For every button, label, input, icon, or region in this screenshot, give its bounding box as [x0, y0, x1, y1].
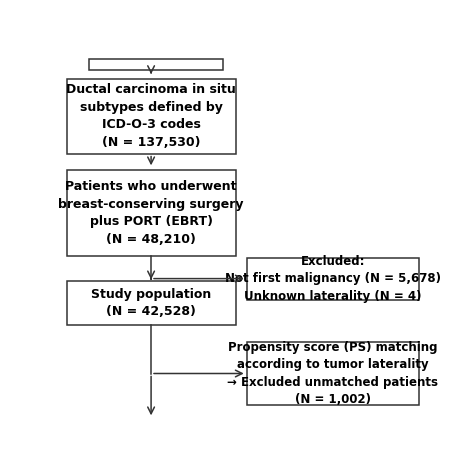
FancyBboxPatch shape: [246, 342, 419, 405]
FancyBboxPatch shape: [66, 282, 236, 325]
FancyBboxPatch shape: [66, 79, 236, 154]
FancyBboxPatch shape: [89, 59, 223, 70]
FancyBboxPatch shape: [246, 258, 419, 300]
Text: Patients who underwent
breast-conserving surgery
plus PORT (EBRT)
(N = 48,210): Patients who underwent breast-conserving…: [58, 180, 244, 246]
Text: Study population
(N = 42,528): Study population (N = 42,528): [91, 288, 211, 319]
Text: Excluded:
Not first malignancy (N = 5,678)
Unknown laterality (N = 4): Excluded: Not first malignancy (N = 5,67…: [225, 255, 441, 302]
Text: Ductal carcinoma in situ
subtypes defined by
ICD-O-3 codes
(N = 137,530): Ductal carcinoma in situ subtypes define…: [66, 83, 236, 149]
Text: Propensity score (PS) matching
according to tumor laterality
→ Excluded unmatche: Propensity score (PS) matching according…: [228, 341, 438, 406]
FancyBboxPatch shape: [66, 170, 236, 256]
